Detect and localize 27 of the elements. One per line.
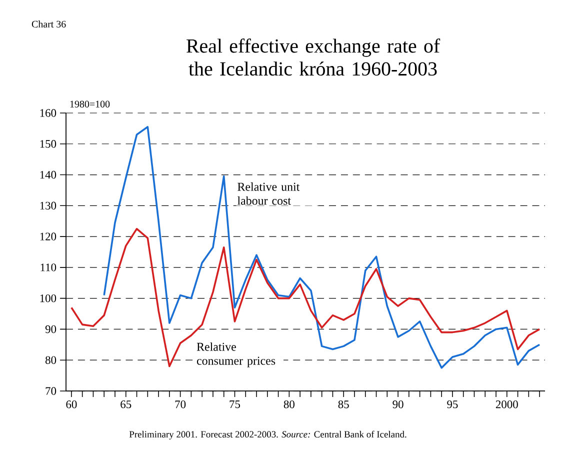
x-tick-label: 90 (392, 400, 404, 408)
x-tick-label: 75 (230, 400, 240, 408)
x-tick-label: 70 (175, 400, 186, 408)
x-tick-label: 95 (447, 400, 458, 408)
y-axis-title: 1980=100 (70, 100, 110, 108)
series-label: Relative unit labour cost (237, 182, 300, 205)
x-tick-label: 60 (66, 400, 77, 408)
y-tick-label: 130 (40, 202, 56, 210)
caption: Chart 36 (32, 20, 66, 28)
x-tick-label: 80 (284, 400, 294, 408)
line-series (70, 228, 540, 368)
y-tick-label: 150 (40, 140, 56, 148)
x-tick-label: 85 (338, 400, 349, 408)
series-label: Relative consumer prices (196, 342, 276, 368)
y-tick-label: 140 (40, 170, 56, 179)
y-tick-label: 160 (40, 109, 56, 117)
y-tick-label: 120 (40, 232, 56, 240)
line-series (103, 126, 540, 369)
y-tick-label: 90 (45, 325, 56, 334)
chart-title: Real effective exchange rate of the Icelandic króna 1960-2003 (186, 38, 440, 76)
x-tick-label: 65 (120, 400, 132, 408)
y-tick-label: 70 (46, 387, 56, 395)
x-tick-label: 2000 (496, 400, 518, 408)
y-tick-label: 80 (45, 356, 56, 364)
y-tick-label: 100 (40, 294, 56, 302)
y-tick-label: 110 (40, 264, 56, 272)
text: Preliminary 2001. Forecast 2002-2003. Source: Central Bank of Iceland. (129, 430, 406, 440)
